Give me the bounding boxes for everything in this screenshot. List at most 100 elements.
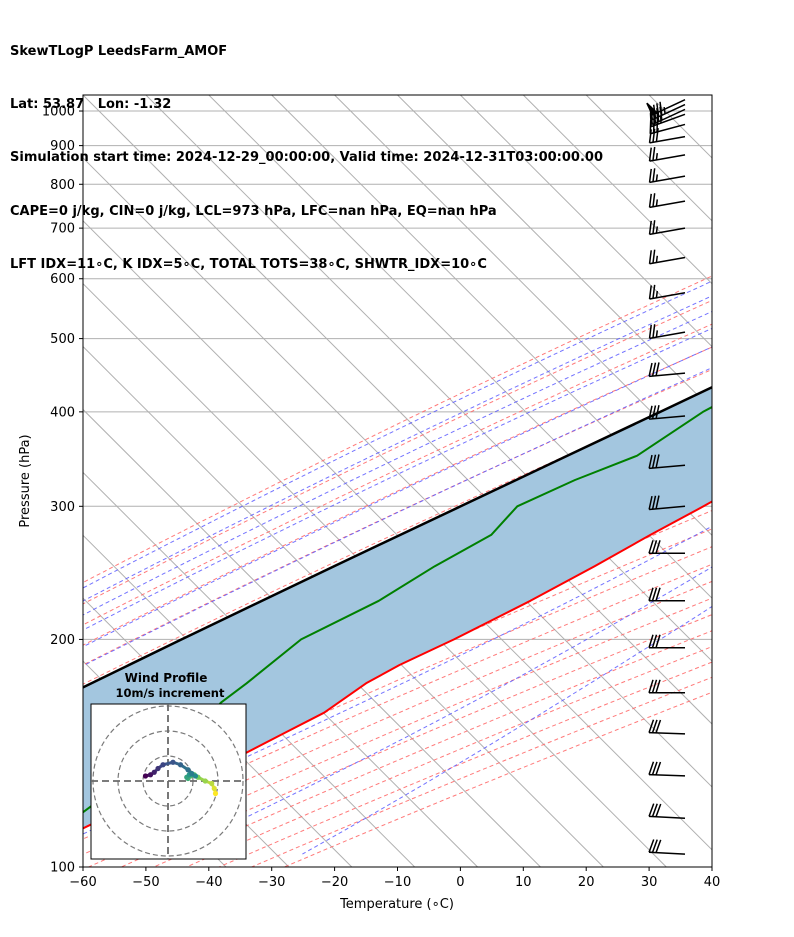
wind-barb xyxy=(648,128,686,144)
isotherm-line xyxy=(83,408,541,867)
wind-barb xyxy=(648,803,686,820)
wind-barb xyxy=(648,193,686,209)
isotherm-line xyxy=(460,95,712,348)
wind-barb-feathers xyxy=(648,839,662,853)
wind-barb xyxy=(648,168,686,184)
x-tick-label: 20 xyxy=(578,875,595,890)
x-tick-label: −60 xyxy=(69,875,96,890)
wind-barb-staff xyxy=(649,291,686,300)
parcel-profile-line xyxy=(83,385,712,689)
dry-adiabat xyxy=(83,390,712,685)
y-tick-label: 1000 xyxy=(42,105,75,120)
y-axis-label: Pressure (hPa) xyxy=(18,434,33,527)
dry-adiabat xyxy=(83,580,712,856)
x-tick-label: 30 xyxy=(641,875,658,890)
wind-barb-staff xyxy=(649,256,686,265)
x-axis-label: Temperature (∘C) xyxy=(339,897,454,912)
moist-adiabat xyxy=(83,310,712,616)
wind-barb-staff xyxy=(649,415,686,420)
wind-barb-feathers xyxy=(649,110,662,127)
wind-barb-staff xyxy=(649,815,686,820)
dry-adiabat xyxy=(153,630,712,867)
header-index-line: LFT IDX=11∘C, K IDX=5∘C, TOTAL TOTS=38∘C… xyxy=(10,257,487,273)
wind-barb xyxy=(648,495,686,511)
wind-barb-staff xyxy=(649,200,686,209)
isotherm-line xyxy=(83,95,712,725)
wind-barb-feathers xyxy=(648,495,660,510)
isotherm-line xyxy=(83,282,667,867)
header-title: SkewTLogP LeedsFarm_AMOF xyxy=(10,43,228,59)
wind-barb-feathers xyxy=(648,761,662,776)
wind-barb-staff xyxy=(648,773,686,777)
wind-barb xyxy=(648,587,685,602)
wind-barb-feathers xyxy=(648,587,661,601)
x-tick-label: 10 xyxy=(515,875,532,890)
header-times: Simulation start time: 2024-12-29_00:00:… xyxy=(10,150,603,166)
wind-barb-feathers xyxy=(648,168,659,183)
y-tick-label: 600 xyxy=(50,272,75,287)
x-tick-label: −30 xyxy=(258,875,285,890)
wind-barb-feathers xyxy=(648,193,659,208)
wind-barb-feathers xyxy=(648,284,659,300)
wind-barb xyxy=(648,719,686,735)
isotherm-line xyxy=(83,220,712,851)
wind-barb xyxy=(648,249,686,265)
temperature-line xyxy=(83,500,712,830)
isotherm-line xyxy=(397,95,712,411)
wind-barb-staff xyxy=(649,154,686,162)
wind-barb-staff xyxy=(649,175,686,184)
moist-adiabat xyxy=(83,525,712,835)
wind-barb-feathers xyxy=(648,249,659,264)
wind-barb xyxy=(648,540,685,555)
wind-barb xyxy=(648,454,686,470)
y-tick-label: 800 xyxy=(50,178,75,193)
y-tick-label: 100 xyxy=(50,861,75,876)
wind-barb-staff xyxy=(649,464,686,470)
wind-barb-feathers xyxy=(648,679,661,694)
wind-barb-staff xyxy=(649,135,686,144)
wind-barb-staff xyxy=(649,851,686,855)
dry-adiabat xyxy=(83,275,712,584)
wind-barb-feathers xyxy=(648,454,660,469)
wind-barb xyxy=(648,220,686,236)
wind-barb-feathers xyxy=(648,128,659,143)
x-tick-label: −50 xyxy=(132,875,159,890)
moist-adiabat xyxy=(83,367,712,667)
wind-barb-staff xyxy=(649,331,686,340)
dry-adiabat xyxy=(83,346,712,646)
wind-barb-feathers xyxy=(648,220,659,235)
wind-barb xyxy=(648,405,686,420)
isotherm-line xyxy=(83,345,604,867)
wind-barb xyxy=(648,839,686,855)
moist-adiabat xyxy=(83,295,712,602)
header-location: Lat: 53.87 Lon: -1.32 xyxy=(10,96,172,112)
wind-barb-feathers xyxy=(648,540,661,554)
dewpoint-line xyxy=(83,405,712,814)
x-tick-label: 0 xyxy=(456,875,464,890)
y-tick-label: 300 xyxy=(50,500,75,515)
wind-barb xyxy=(648,634,685,649)
y-tick-label: 500 xyxy=(50,332,75,347)
wind-barb xyxy=(648,284,686,300)
wind-barb-staff xyxy=(650,123,686,135)
hodograph-subtitle: 10m/s increment xyxy=(116,686,225,700)
dry-adiabat xyxy=(284,691,712,867)
wind-barb-feathers xyxy=(648,362,660,377)
wind-barb-feathers xyxy=(648,634,661,648)
header-cape-line: CAPE=0 j/kg, CIN=0 j/kg, LCL=973 hPa, LF… xyxy=(10,203,497,219)
wind-barb-feathers xyxy=(648,405,660,420)
x-tick-label: −10 xyxy=(384,875,411,890)
wind-barb-feathers xyxy=(648,719,662,734)
moist-adiabat xyxy=(83,280,712,589)
wind-barb xyxy=(648,761,686,777)
y-tick-label: 900 xyxy=(50,139,75,154)
moist-adiabat xyxy=(83,346,712,648)
isotherm-line xyxy=(83,157,712,788)
wind-barb-staff xyxy=(649,372,686,378)
wind-barb-feathers xyxy=(648,803,662,818)
hodograph-title: Wind Profile xyxy=(125,671,208,685)
x-tick-label: −20 xyxy=(321,875,348,890)
dry-adiabat xyxy=(186,646,712,867)
y-tick-label: 400 xyxy=(50,405,75,420)
